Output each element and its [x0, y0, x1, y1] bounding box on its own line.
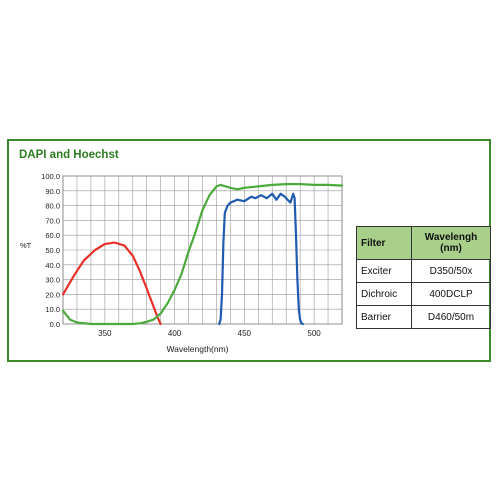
exciter-series-line — [61, 241, 162, 326]
y-tick-label: 60.0 — [45, 231, 60, 240]
filter-table: Filter Wavelengh (nm) Exciter D350/50x D… — [356, 226, 491, 329]
x-tick-label: 450 — [238, 329, 252, 338]
y-tick-label: 70.0 — [45, 216, 60, 225]
header-filter: Filter — [356, 226, 412, 260]
y-tick-label: 100.0 — [41, 172, 60, 181]
y-tick-label: 20.0 — [45, 290, 60, 299]
y-tick-label: 80.0 — [45, 202, 60, 211]
y-tick-label: 10.0 — [45, 305, 60, 314]
y-tick-label: 40.0 — [45, 261, 60, 270]
wavelength-cell: D460/50m — [411, 305, 491, 329]
y-tick-label: 90.0 — [45, 187, 60, 196]
filter-name-cell: Dichroic — [356, 282, 412, 306]
table-row: Barrier D460/50m — [356, 305, 491, 329]
table-header-row: Filter Wavelengh (nm) — [356, 226, 491, 260]
table-row: Dichroic 400DCLP — [356, 282, 491, 306]
x-tick-label: 400 — [168, 329, 182, 338]
barrier-series-line — [218, 192, 304, 326]
panel-title: DAPI and Hoechst — [19, 149, 119, 161]
y-tick-label: 50.0 — [45, 246, 60, 255]
header-wavelength: Wavelengh (nm) — [411, 226, 491, 260]
x-tick-label: 350 — [98, 329, 112, 338]
filter-name-cell: Exciter — [356, 259, 412, 283]
x-axis-label: Wavelength(nm) — [166, 344, 228, 354]
table-row: Exciter D350/50x — [356, 259, 491, 283]
dichroic-series-line — [61, 183, 344, 326]
y-axis-label: %T — [20, 241, 32, 250]
wavelength-cell: 400DCLP — [411, 282, 491, 306]
y-tick-label: 30.0 — [45, 276, 60, 285]
wavelength-cell: D350/50x — [411, 259, 491, 283]
x-tick-label: 500 — [307, 329, 321, 338]
filter-name-cell: Barrier — [356, 305, 412, 329]
y-tick-label: 0.0 — [50, 320, 60, 329]
